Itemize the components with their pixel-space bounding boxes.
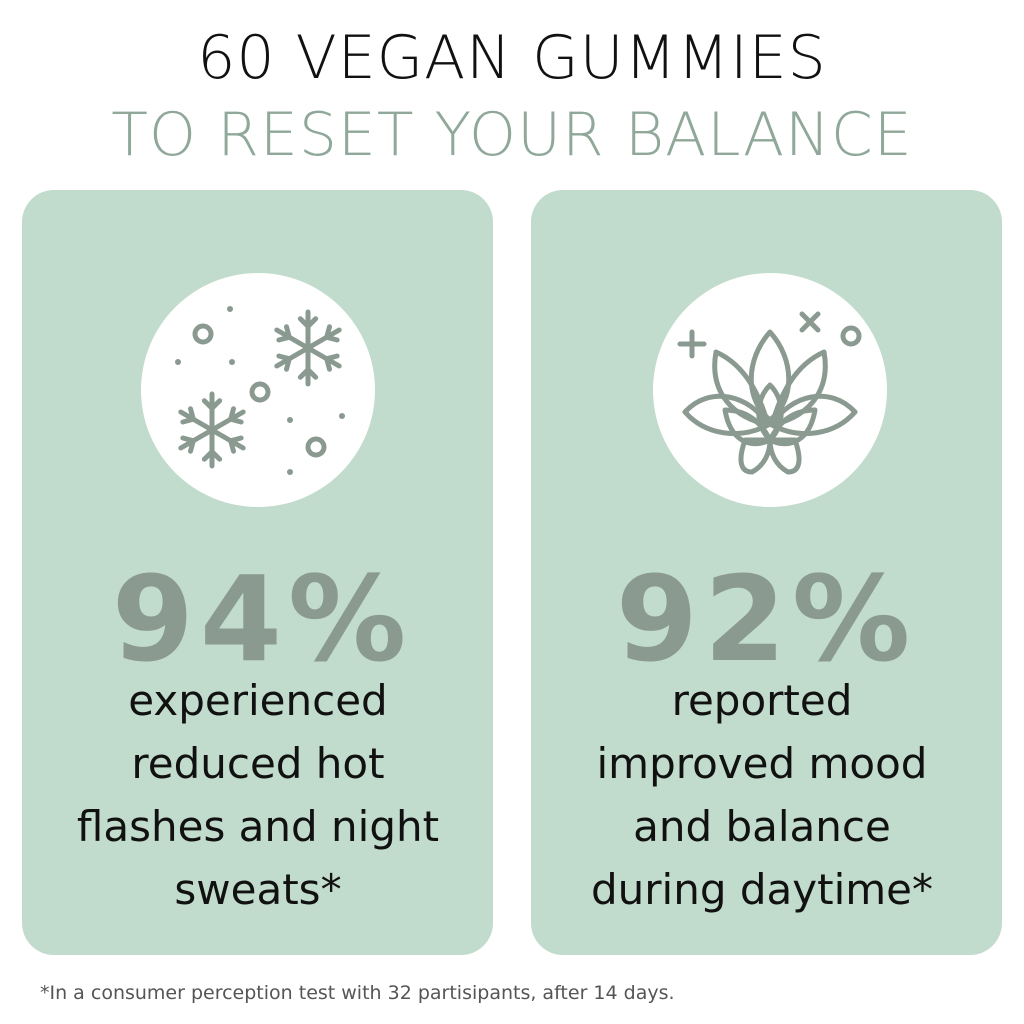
description-line: reported (672, 676, 853, 725)
sparkle (799, 311, 821, 333)
description-line: reduced hot (131, 739, 384, 788)
petal (767, 437, 802, 475)
petal (748, 329, 792, 423)
dot (175, 359, 181, 365)
lotus-icon (677, 311, 862, 475)
description-line: during daytime* (591, 865, 933, 914)
ring (840, 325, 862, 347)
ring (249, 381, 271, 403)
dot (287, 417, 293, 423)
card (22, 190, 493, 955)
description-line: experienced (128, 676, 387, 725)
stat: 92% (616, 550, 916, 688)
sparkle (677, 329, 707, 359)
footnote: *In a consumer perception test with 32 p… (40, 982, 675, 1004)
dot (339, 413, 345, 419)
snowflake (178, 391, 246, 469)
title: 60 VEGAN GUMMIES (197, 23, 827, 93)
icon-circle (653, 273, 887, 507)
description-line: and balance (633, 802, 891, 851)
petal (682, 393, 771, 437)
subtitle: TO RESET YOUR BALANCE (111, 100, 912, 170)
dot (227, 306, 233, 312)
snowflake-icon (175, 306, 345, 475)
ring (192, 323, 214, 345)
snowflake (274, 309, 342, 387)
dot (229, 359, 235, 365)
icon-circle (141, 273, 375, 507)
description-line: improved mood (597, 739, 928, 788)
description-line: sweats* (174, 865, 341, 914)
stat: 94% (112, 550, 412, 688)
ring (305, 436, 327, 458)
description-line: flashes and night (77, 802, 439, 851)
petal (769, 393, 858, 437)
dot (287, 469, 293, 475)
